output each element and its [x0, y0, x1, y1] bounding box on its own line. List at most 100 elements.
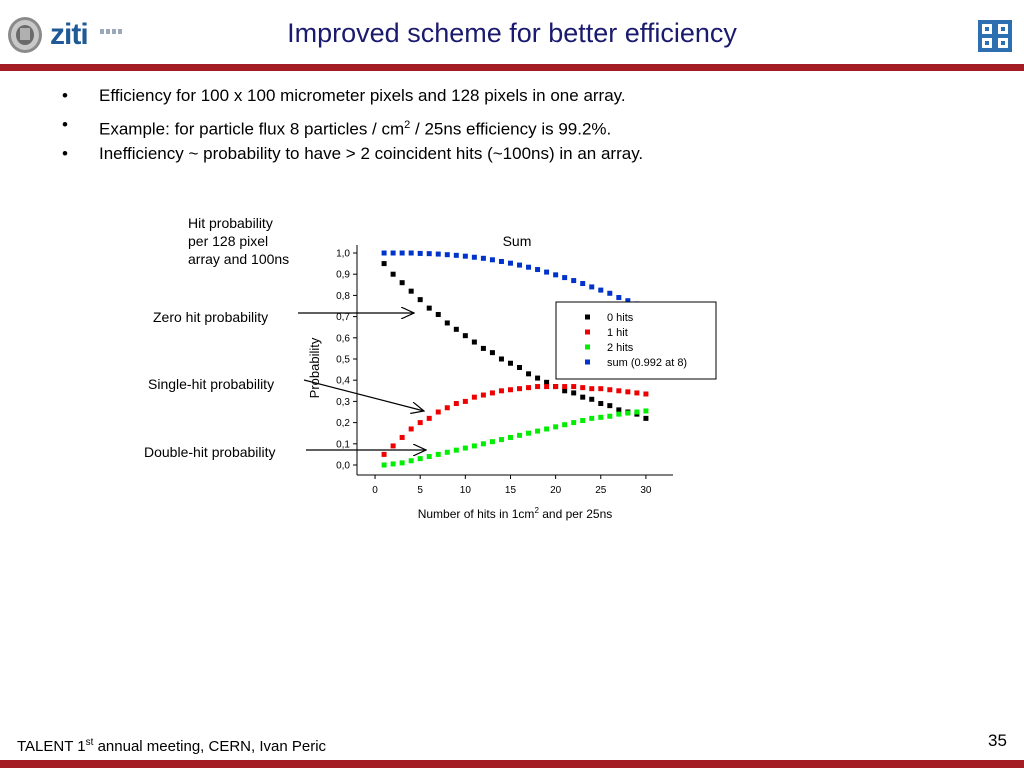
bullet-text-main: Inefficiency ~ probability to have > 2 c…	[99, 144, 644, 163]
data-point-sum-0-992-at-8	[435, 251, 441, 257]
data-point-1-hit	[643, 391, 649, 397]
data-point-0-hits	[607, 403, 613, 409]
data-point-2-hits	[616, 411, 622, 417]
footer-text: TALENT 1st annual meeting, CERN, Ivan Pe…	[17, 737, 326, 755]
data-point-1-hit	[616, 388, 622, 394]
legend-label: 2 hits	[607, 342, 634, 354]
data-point-sum-0-992-at-8	[399, 250, 405, 256]
x-tick-label: 15	[505, 485, 517, 496]
data-point-0-hits	[462, 333, 468, 339]
ziti-logo-squares	[100, 29, 122, 34]
university-seal-logo	[7, 16, 43, 54]
data-point-1-hit	[535, 384, 541, 390]
data-point-sum-0-992-at-8	[417, 250, 423, 256]
data-point-sum-0-992-at-8	[616, 295, 622, 301]
data-point-0-hits	[571, 390, 577, 396]
y-tick-label: 0,2	[336, 418, 350, 429]
data-point-2-hits	[426, 454, 432, 460]
data-point-0-hits	[526, 371, 532, 377]
x-tick-label: 30	[640, 485, 652, 496]
data-point-2-hits	[589, 415, 595, 421]
data-point-sum-0-992-at-8	[580, 281, 586, 287]
data-point-1-hit	[426, 415, 432, 421]
data-point-sum-0-992-at-8	[489, 257, 495, 263]
single-hit-arrow	[303, 379, 424, 411]
data-point-1-hit	[625, 389, 631, 395]
data-point-0-hits	[399, 280, 405, 286]
bullet-marker: •	[62, 115, 68, 134]
data-point-sum-0-992-at-8	[553, 272, 559, 278]
data-point-2-hits	[417, 456, 423, 462]
data-point-2-hits	[498, 437, 504, 443]
data-point-1-hit	[480, 392, 486, 398]
bullet-item: • Example: for particle flux 8 particles…	[62, 115, 822, 139]
y-tick-label: 0,0	[336, 461, 350, 472]
data-point-1-hit	[435, 409, 441, 415]
single-hit-label: Single-hit probability	[148, 376, 275, 392]
data-point-0-hits	[598, 401, 604, 407]
data-point-1-hit	[408, 426, 414, 432]
double-hit-label: Double-hit probability	[144, 444, 276, 460]
y-tick-label: 0,3	[336, 397, 350, 408]
bullet-item: • Inefficiency ~ probability to have > 2…	[62, 144, 822, 166]
data-point-2-hits	[408, 458, 414, 464]
data-point-0-hits	[471, 339, 477, 345]
data-point-2-hits	[381, 462, 387, 468]
bullet-text-rest: / 25ns efficiency is 99.2%.	[410, 119, 612, 139]
data-point-1-hit	[517, 386, 523, 392]
data-point-2-hits	[399, 460, 405, 466]
data-point-1-hit	[489, 390, 495, 396]
data-point-0-hits	[390, 271, 396, 277]
ziti-logo: ziti	[50, 18, 122, 54]
data-point-0-hits	[589, 396, 595, 402]
data-point-2-hits	[480, 441, 486, 447]
data-point-0-hits	[498, 356, 504, 362]
data-point-2-hits	[580, 417, 586, 423]
data-point-2-hits	[462, 445, 468, 451]
data-point-2-hits	[444, 449, 450, 455]
data-point-sum-0-992-at-8	[589, 284, 595, 290]
data-point-sum-0-992-at-8	[453, 252, 459, 258]
y-tick-label: 0,8	[336, 291, 350, 302]
data-point-1-hit	[381, 451, 387, 457]
data-point-0-hits	[435, 311, 441, 317]
data-point-1-hit	[544, 384, 550, 390]
data-point-2-hits	[453, 447, 459, 453]
slide-title: Improved scheme for better efficiency	[287, 18, 737, 48]
data-point-2-hits	[634, 409, 640, 415]
data-point-0-hits	[453, 326, 459, 332]
y-tick-label: 0,9	[336, 270, 350, 281]
data-point-2-hits	[526, 430, 532, 436]
data-point-2-hits	[553, 424, 559, 430]
data-point-sum-0-992-at-8	[408, 250, 414, 256]
data-point-sum-0-992-at-8	[444, 252, 450, 258]
hit-probability-line1: Hit probability	[188, 215, 273, 231]
data-point-sum-0-992-at-8	[607, 290, 613, 296]
bullet-text-main: Example: for particle flux 8 particles /…	[99, 119, 405, 139]
data-point-1-hit	[507, 387, 513, 393]
data-point-1-hit	[444, 405, 450, 411]
footer-text-rest: annual meeting, CERN, Ivan Peric	[93, 738, 327, 755]
data-point-0-hits	[535, 375, 541, 381]
data-point-sum-0-992-at-8	[571, 278, 577, 284]
data-point-0-hits	[517, 364, 523, 370]
bullet-marker: •	[62, 86, 68, 105]
chart-title: Sum	[503, 233, 532, 249]
x-tick-label: 20	[550, 485, 562, 496]
data-point-sum-0-992-at-8	[426, 251, 432, 257]
bullet-text: Efficiency for 100 x 100 micrometer pixe…	[99, 86, 626, 106]
data-point-sum-0-992-at-8	[381, 250, 387, 256]
data-point-2-hits	[390, 461, 396, 467]
data-point-2-hits	[643, 408, 649, 414]
page-number: 35	[988, 731, 1007, 750]
data-point-2-hits	[435, 451, 441, 457]
footer-text-main: TALENT 1	[17, 738, 86, 755]
hit-probability-line3: array and 100ns	[188, 251, 290, 267]
data-point-sum-0-992-at-8	[480, 255, 486, 261]
y-tick-label: 0,5	[336, 355, 350, 366]
data-point-0-hits	[489, 350, 495, 356]
data-point-2-hits	[489, 439, 495, 445]
data-point-sum-0-992-at-8	[544, 269, 550, 275]
legend-swatch	[585, 329, 590, 335]
